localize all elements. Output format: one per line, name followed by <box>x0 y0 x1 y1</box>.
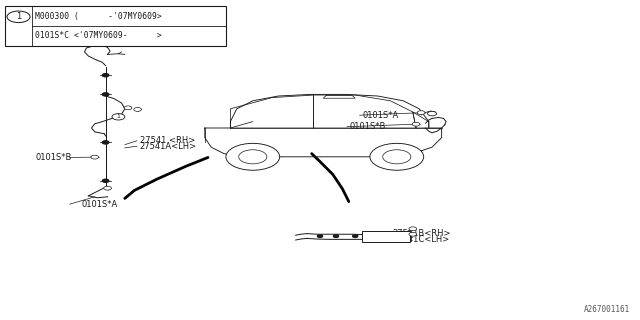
Circle shape <box>104 186 111 190</box>
Circle shape <box>417 111 425 115</box>
Circle shape <box>353 235 358 237</box>
Text: 27541B<RH>: 27541B<RH> <box>392 229 451 238</box>
Circle shape <box>134 108 141 111</box>
Circle shape <box>409 227 417 231</box>
Circle shape <box>226 143 280 170</box>
Text: 1: 1 <box>16 12 21 21</box>
Circle shape <box>428 111 436 116</box>
Circle shape <box>409 232 417 236</box>
Text: 1: 1 <box>116 114 120 119</box>
Bar <box>5 6 226 46</box>
Bar <box>362 231 410 242</box>
Circle shape <box>102 141 109 144</box>
Circle shape <box>239 150 267 164</box>
Text: 0101S*C <'07MY0609-      >: 0101S*C <'07MY0609- > <box>35 31 162 40</box>
Text: A267001161: A267001161 <box>584 305 630 314</box>
Text: 27541A<LH>: 27541A<LH> <box>140 142 196 151</box>
Circle shape <box>124 106 132 110</box>
Circle shape <box>317 235 323 237</box>
Circle shape <box>7 11 30 22</box>
Circle shape <box>102 74 109 77</box>
Circle shape <box>91 155 99 159</box>
Circle shape <box>412 122 420 126</box>
Circle shape <box>112 114 125 120</box>
Text: 0101S*B: 0101S*B <box>349 122 386 131</box>
Text: 0101S*A: 0101S*A <box>82 200 118 209</box>
Circle shape <box>102 179 109 182</box>
Circle shape <box>370 143 424 170</box>
Circle shape <box>102 93 109 96</box>
Text: 0101S*A: 0101S*A <box>362 111 399 120</box>
Circle shape <box>383 150 411 164</box>
Text: 0101S*B: 0101S*B <box>35 153 72 162</box>
Text: 27541C<LH>: 27541C<LH> <box>392 235 449 244</box>
Circle shape <box>333 235 339 237</box>
Text: M000300 (      -'07MY0609>: M000300 ( -'07MY0609> <box>35 12 162 20</box>
Text: 27541 <RH>: 27541 <RH> <box>140 136 195 145</box>
